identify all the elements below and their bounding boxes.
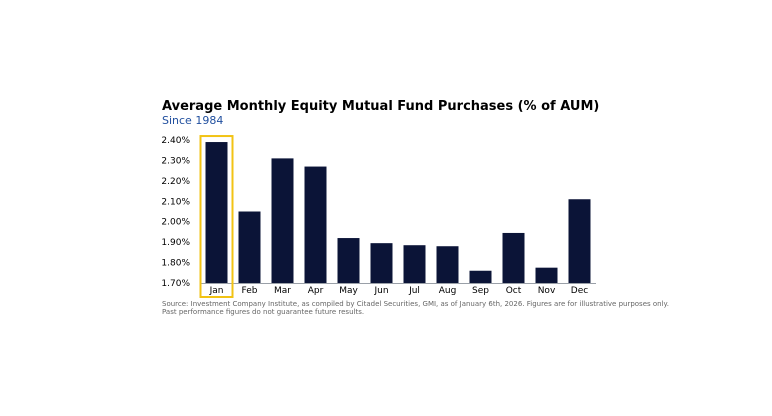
x-tick-label: Oct xyxy=(506,286,522,296)
y-tick-label: 1.70% xyxy=(161,279,190,289)
chart-subtitle: Since 1984 xyxy=(162,114,224,127)
bar-jul xyxy=(403,245,426,283)
bar-feb xyxy=(238,211,261,283)
bar-nov xyxy=(535,267,558,283)
x-tick-label: Jul xyxy=(408,286,420,296)
bar-jan xyxy=(205,142,228,283)
x-tick-label: Feb xyxy=(242,286,258,296)
bar-apr xyxy=(304,166,327,283)
x-tick-label: May xyxy=(339,286,358,296)
y-tick-label: 1.80% xyxy=(161,259,190,269)
x-tick-label: Jun xyxy=(373,286,388,296)
y-tick-label: 2.00% xyxy=(161,218,190,228)
y-tick-label: 2.10% xyxy=(161,197,190,207)
bar-may xyxy=(337,238,360,283)
y-tick-label: 2.40% xyxy=(161,136,190,146)
source-footnote: Source: Investment Company Institute, as… xyxy=(162,300,669,316)
x-tick-label: Nov xyxy=(538,286,556,296)
y-tick-label: 1.90% xyxy=(161,238,190,248)
highlight-box xyxy=(199,135,234,298)
chart-title: Average Monthly Equity Mutual Fund Purch… xyxy=(162,99,600,114)
bar-mar xyxy=(271,158,294,283)
y-tick-label: 2.20% xyxy=(161,177,190,187)
x-tick-label: Jan xyxy=(209,286,224,296)
y-tick-label: 2.30% xyxy=(161,156,190,166)
bar-sep xyxy=(469,270,492,283)
bar-jun xyxy=(370,243,393,283)
bar-dec xyxy=(568,199,591,283)
x-tick-label: Aug xyxy=(439,286,457,296)
bar-aug xyxy=(436,246,459,283)
footnote-line-2: Past performance figures do not guarante… xyxy=(162,308,365,316)
x-tick-label: Sep xyxy=(472,286,489,296)
x-tick-label: Mar xyxy=(274,286,291,296)
x-tick-label: Dec xyxy=(571,286,588,296)
x-tick-label: Apr xyxy=(308,286,324,296)
footnote-line-1: Source: Investment Company Institute, as… xyxy=(162,300,669,308)
bar-oct xyxy=(502,232,525,283)
